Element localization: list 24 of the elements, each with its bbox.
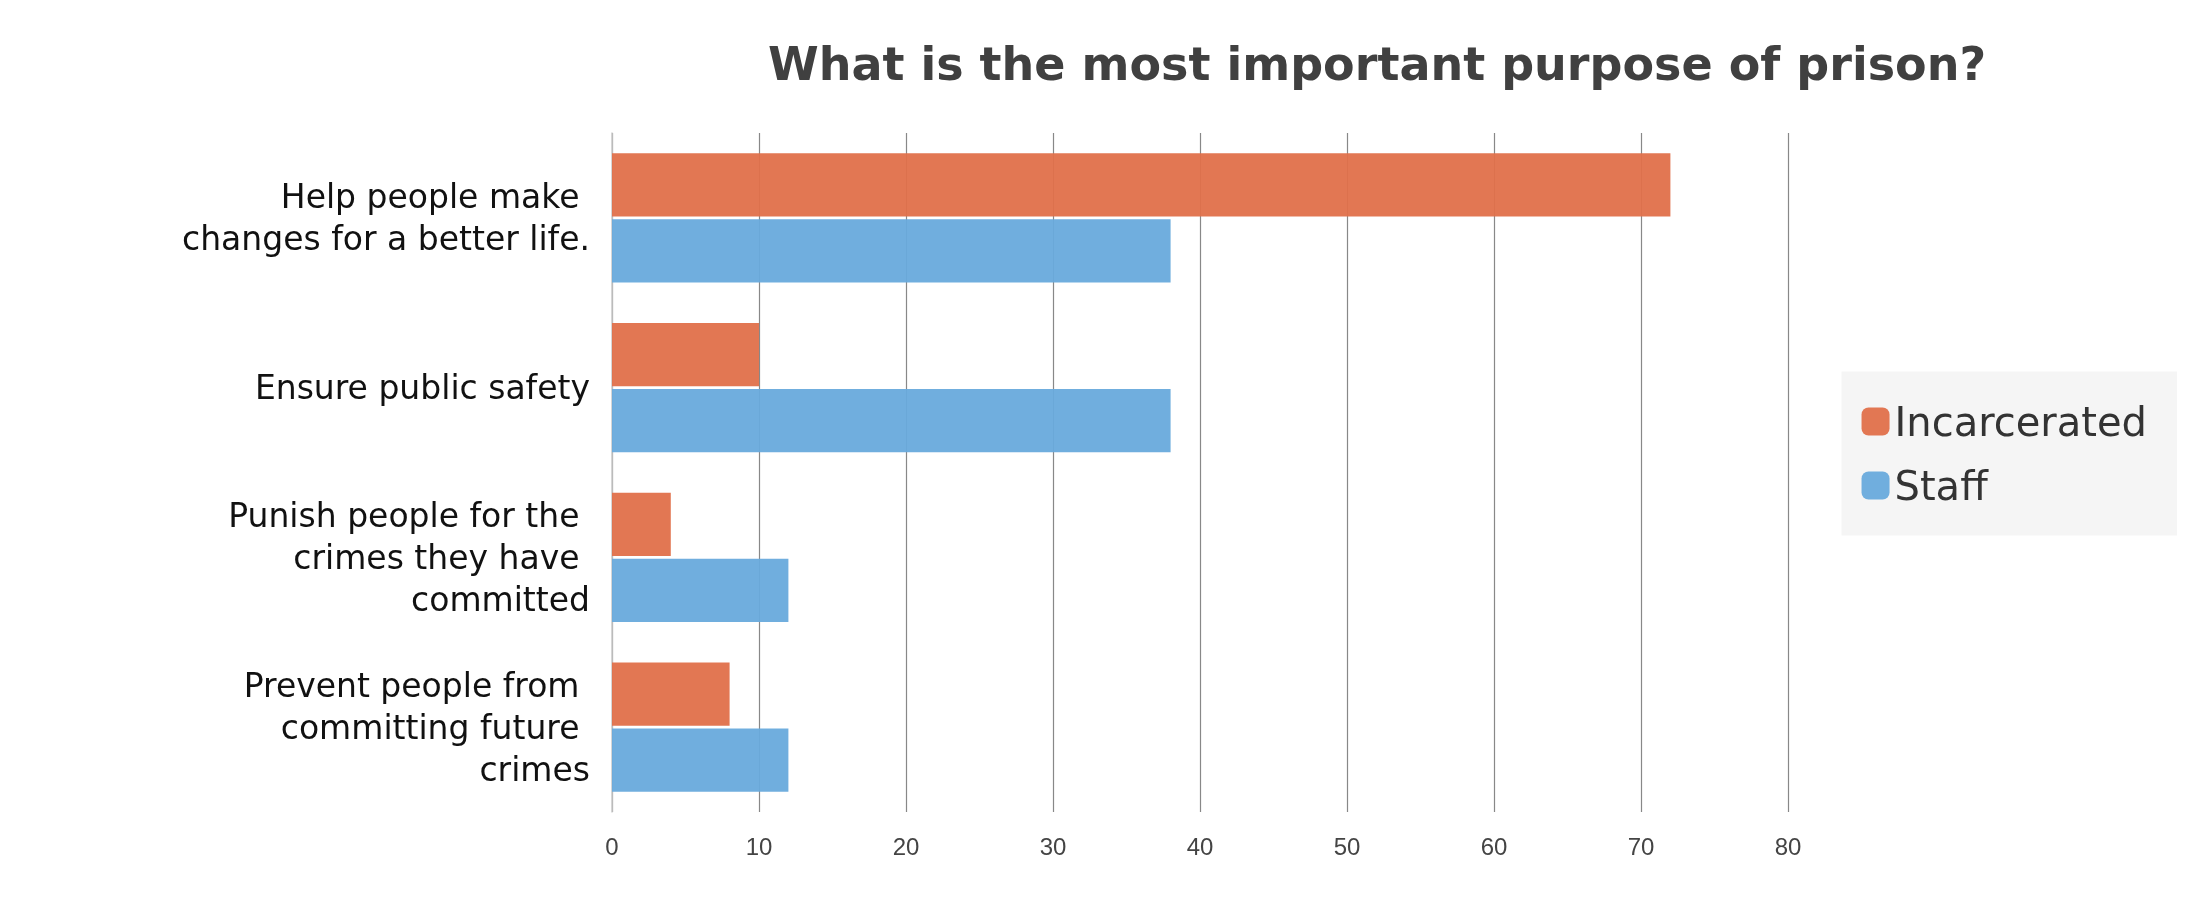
y-tick-label: Ensure public safety [254, 368, 590, 408]
y-tick-label: Punish people for the crimes they have committed [228, 495, 590, 619]
x-tick-label: 80 [1774, 832, 1802, 860]
x-tick-label: 0 [605, 832, 619, 860]
x-tick-label: 40 [1186, 832, 1214, 860]
x-tick-label: 10 [745, 832, 773, 860]
bar [612, 219, 1171, 283]
bar [612, 728, 789, 792]
y-tick-label: Help people make changes for a better life. [182, 177, 590, 259]
bar [612, 662, 730, 726]
x-tick-label: 70 [1627, 832, 1655, 860]
x-tick-label: 30 [1039, 832, 1067, 860]
bar [612, 323, 759, 387]
x-tick-label: 50 [1333, 832, 1361, 860]
legend-label: Incarcerated [1894, 398, 2148, 445]
x-tick-label: 60 [1480, 832, 1508, 860]
bar [612, 558, 789, 622]
bar [612, 492, 671, 557]
bar [612, 153, 1671, 217]
x-tick-label: 20 [892, 832, 920, 860]
legend-label: Staff [1894, 462, 1990, 509]
y-tick-label: Prevent people from committing future crimes [243, 665, 590, 789]
chart-title: What is the most important purpose of prison? [767, 37, 1987, 91]
bar [612, 388, 1171, 453]
